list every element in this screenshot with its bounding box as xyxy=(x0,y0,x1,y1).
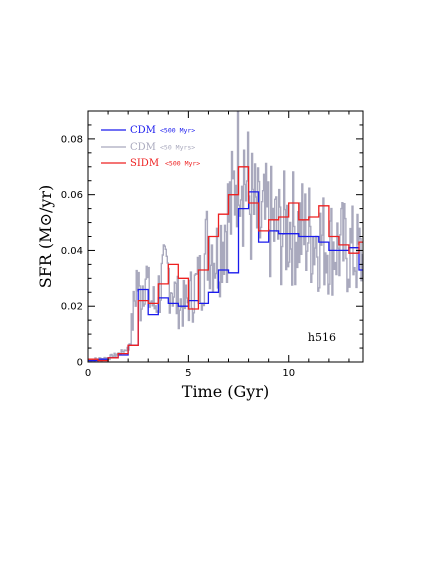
legend-note-sidm-500myr: <500 Myr> xyxy=(165,160,200,168)
axis-tick-labels: 0 5 10 0 0.02 0.04 0.06 0.08 xyxy=(61,134,295,379)
halo-id-annotation: h516 xyxy=(308,331,336,344)
y-tick-label: 0 xyxy=(77,358,83,369)
cdm-50myr-line xyxy=(88,111,363,362)
legend-entry-cdm-50myr: CDM <50 Myrs> xyxy=(101,142,195,153)
x-tick-label: 10 xyxy=(282,368,295,379)
legend-label-sidm-500myr: SIDM xyxy=(130,158,159,169)
legend-label-cdm-50myr: CDM xyxy=(130,142,156,153)
x-tick-label: 0 xyxy=(85,368,91,379)
sidm-500myr-step-line xyxy=(88,166,363,362)
legend: CDM <500 Myr> CDM <50 Myrs> SIDM <500 My… xyxy=(101,125,200,169)
legend-label-cdm-500myr: CDM xyxy=(130,125,156,136)
y-tick-label: 0.02 xyxy=(61,302,83,313)
legend-note-cdm-50myr: <50 Myrs> xyxy=(160,144,195,152)
legend-entry-cdm-500myr: CDM <500 Myr> xyxy=(101,125,195,136)
series-cdm-50myr xyxy=(88,111,363,362)
legend-entry-sidm-500myr: SIDM <500 Myr> xyxy=(101,158,200,169)
y-axis-label: SFR (M⊙/yr) xyxy=(36,185,55,289)
series-sidm-500myr xyxy=(88,166,363,362)
x-axis-label: Time (Gyr) xyxy=(182,382,269,401)
y-tick-label: 0.06 xyxy=(61,190,83,201)
x-tick-label: 5 xyxy=(185,368,191,379)
legend-note-cdm-500myr: <500 Myr> xyxy=(160,127,195,135)
y-tick-label: 0.04 xyxy=(61,246,83,257)
axis-ticks xyxy=(87,110,363,363)
y-tick-label: 0.08 xyxy=(61,134,83,145)
